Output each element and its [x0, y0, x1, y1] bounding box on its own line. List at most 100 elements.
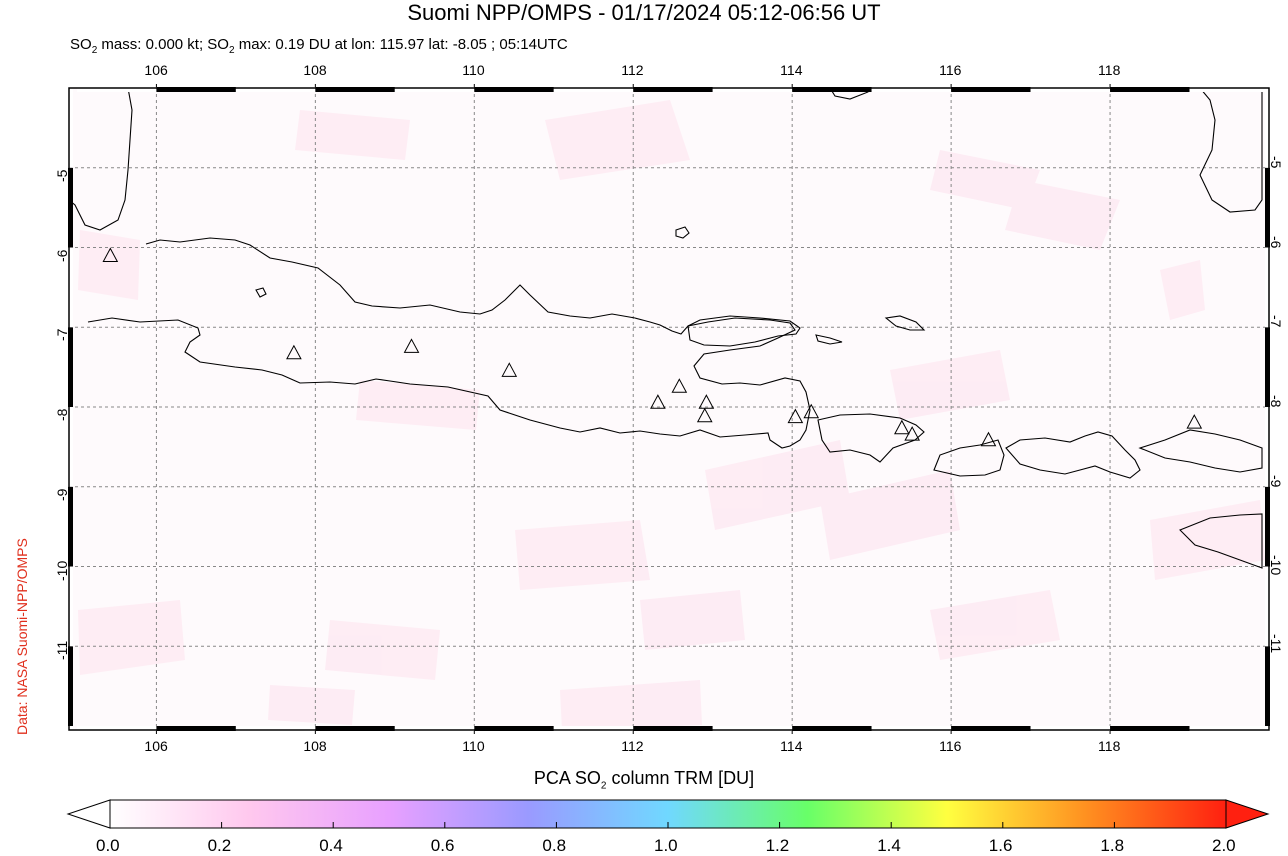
coastlines — [69, 88, 1263, 569]
colorbar-tick-label: 1.4 — [877, 836, 901, 855]
lon-tick-label-bottom: 108 — [303, 738, 327, 754]
frame-bar-top — [712, 87, 793, 92]
frame-bar-top — [871, 87, 952, 92]
so2-pixel — [640, 590, 745, 650]
lat-tick-label-right: -5 — [1268, 155, 1284, 169]
frame-bar-bottom — [1030, 726, 1111, 731]
sumba-coast — [1179, 513, 1263, 569]
frame-bar-top — [394, 87, 475, 92]
lat-tick-label-left: -10 — [54, 560, 70, 581]
subtitle-mass: mass: 0.000 kt; SO — [97, 36, 229, 53]
bali-coast — [817, 413, 925, 463]
thousand-islands — [255, 287, 267, 298]
so2-pixel — [890, 350, 1010, 420]
so2-pixel — [78, 600, 185, 675]
frame-bar-top — [1030, 87, 1111, 92]
lon-tick-label-bottom: 114 — [780, 738, 803, 754]
volcano-marker — [650, 394, 666, 409]
map-title: Suomi NPP/OMPS - 01/17/2024 05:12-06:56 … — [407, 0, 881, 25]
sumbawa-coast — [1005, 431, 1141, 479]
colorbar-title-post: column TRM [DU] — [606, 768, 755, 788]
map-frame — [68, 84, 1270, 734]
volcano-marker — [894, 419, 910, 435]
lat-tick-label-left: -6 — [54, 249, 70, 262]
frame-bar-top — [553, 87, 634, 92]
lon-tick-label-top: 110 — [462, 62, 485, 78]
colorbar-tick-label: 0.8 — [542, 836, 567, 855]
frame-bar-right — [1265, 167, 1270, 248]
sumatra-coast — [69, 88, 133, 231]
frame-bar-left — [68, 167, 73, 248]
frame-bar-right — [1265, 88, 1270, 168]
frame-bar-left — [68, 726, 73, 730]
map-border — [68, 87, 1270, 731]
frame-bar-left — [68, 407, 73, 487]
frame-bar-bottom — [951, 726, 1031, 731]
subtitle: SO2 mass: 0.000 kt; SO2 max: 0.19 DU at … — [70, 36, 568, 56]
colorbar-tick-marks — [109, 822, 1227, 828]
lon-tick-label-top: 118 — [1098, 62, 1121, 78]
colorbar-tick-label: 0.2 — [207, 836, 232, 855]
lat-tick-label-left: -5 — [54, 169, 70, 182]
frame-bar-left — [68, 566, 73, 647]
colorbar-tick-label: 1.2 — [765, 836, 790, 855]
frame-bar-bottom — [792, 726, 872, 731]
lat-tick-label-left: -8 — [54, 408, 70, 421]
frame-bar-bottom — [633, 726, 713, 731]
subtitle-sub2: 2 — [228, 45, 235, 56]
flores-coast — [1138, 429, 1263, 473]
volcano-marker — [1186, 414, 1203, 429]
java-coast — [87, 237, 811, 449]
colorbar-tick-label: 1.6 — [988, 836, 1013, 855]
frame-bar-bottom — [235, 726, 316, 731]
lon-tick-label-bottom: 112 — [621, 738, 644, 754]
lon-tick-label-bottom: 116 — [939, 738, 962, 754]
frame-bar-right — [1265, 646, 1270, 727]
frame-bar-right — [1265, 566, 1270, 647]
frame-bar-top — [792, 87, 872, 92]
frame-bar-bottom — [156, 726, 236, 731]
colorbar-tick-label: 1.8 — [1100, 836, 1125, 855]
frame-bar-top — [951, 87, 1031, 92]
lat-tick-label-right: -8 — [1268, 395, 1284, 408]
sulawesi-coast — [1199, 88, 1263, 213]
volcano-marker — [501, 362, 518, 377]
colorbar-over-arrow — [1225, 799, 1270, 829]
graticule — [69, 88, 1269, 730]
frame-bar-top — [1110, 87, 1190, 92]
frame-bar-right — [1265, 726, 1270, 730]
lon-tick-label-top: 106 — [144, 62, 168, 78]
frame-bar-bottom — [474, 726, 554, 731]
so2-pixel — [560, 680, 702, 730]
frame-bar-left — [68, 486, 73, 567]
lat-tick-label-left: -9 — [54, 488, 70, 501]
frame-bar-right — [1265, 486, 1270, 567]
lat-tick-label-right: -11 — [1268, 634, 1284, 654]
lon-tick-label-bottom: 110 — [462, 738, 485, 754]
so2-pixel — [930, 590, 1060, 660]
so2-pixel — [295, 110, 410, 160]
lat-tick-label-right: -7 — [1268, 315, 1284, 328]
frame-bar-top — [633, 87, 713, 92]
lat-tick-label-left: -7 — [54, 328, 70, 342]
frame-bar-bottom — [553, 726, 634, 731]
lat-tick-label-right: -9 — [1268, 474, 1284, 488]
madura-coast — [687, 315, 801, 347]
frame-bar-bottom — [712, 726, 793, 731]
so2-pixel — [1150, 500, 1265, 580]
frame-bar-bottom — [1189, 726, 1269, 731]
lombok-coast — [933, 439, 1005, 477]
frame-bar-bottom — [315, 726, 395, 731]
lon-tick-label-top: 112 — [621, 62, 644, 78]
colorbar-tick-label: 0.4 — [319, 836, 343, 855]
volcano-marker — [671, 378, 688, 393]
volcano-marker — [787, 408, 804, 424]
colorbar-tick-label: 0.0 — [96, 836, 120, 855]
lon-tick-label-top: 116 — [939, 62, 962, 78]
lon-tick-label-bottom: 118 — [1098, 738, 1121, 754]
frame-bar-top — [156, 87, 236, 92]
colorbar-tick-label: 1.0 — [654, 836, 678, 855]
volcano-marker — [403, 338, 420, 353]
so2-pixel — [356, 380, 480, 430]
